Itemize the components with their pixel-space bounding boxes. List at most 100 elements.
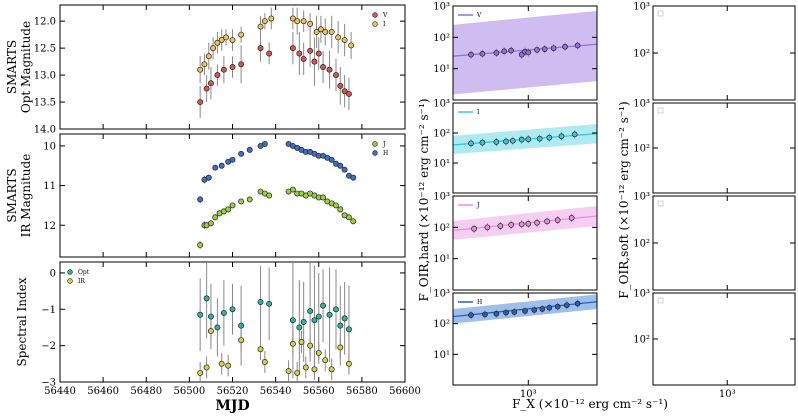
data-point-ir bbox=[197, 369, 204, 376]
data-point-opt bbox=[203, 295, 210, 302]
xtick-label: 56540 bbox=[260, 386, 292, 397]
xtick-label: 56440 bbox=[44, 386, 76, 397]
data-point-ir bbox=[311, 366, 318, 373]
ytick-label: 10² bbox=[633, 49, 650, 60]
panel-frame-hard-h bbox=[452, 292, 598, 386]
data-point-v bbox=[550, 45, 557, 52]
ytick-label: 10³ bbox=[633, 289, 650, 300]
data-point-j bbox=[554, 217, 561, 223]
panel-frame-soft-v bbox=[652, 5, 796, 101]
data-point-i bbox=[300, 18, 307, 25]
data-point-opt bbox=[326, 311, 333, 318]
data-point-i bbox=[348, 42, 355, 49]
xtick-label: 56500 bbox=[173, 386, 205, 397]
data-point-h bbox=[218, 162, 225, 169]
data-point-v bbox=[296, 50, 303, 57]
data-point-i bbox=[335, 34, 342, 41]
ylabel: SMARTS bbox=[5, 40, 19, 94]
legend-label: V bbox=[476, 12, 482, 19]
data-point-j bbox=[246, 196, 253, 203]
data-point-ir bbox=[261, 359, 268, 365]
xlabel-mjd: MJD bbox=[215, 398, 249, 414]
panel-frame-soft-i bbox=[652, 102, 796, 194]
data-point-h bbox=[350, 174, 357, 181]
legend-marker bbox=[372, 21, 378, 27]
xtick-label: 56600 bbox=[389, 386, 421, 397]
data-point-h bbox=[197, 196, 204, 203]
data-point-ir bbox=[337, 344, 344, 351]
data-point-v bbox=[525, 49, 532, 56]
ytick-label: 10³ bbox=[433, 289, 450, 300]
data-point-j bbox=[229, 202, 236, 209]
data-point-opt bbox=[345, 326, 352, 333]
data-point-v bbox=[220, 66, 227, 73]
data-point-v bbox=[257, 45, 264, 52]
data-point-i bbox=[197, 66, 204, 73]
data-point-ir bbox=[203, 364, 210, 371]
data-point-opt bbox=[337, 322, 344, 329]
data-point-j bbox=[197, 242, 204, 249]
data-point-h bbox=[205, 174, 212, 181]
data-point-h bbox=[238, 150, 245, 157]
data-point-j bbox=[508, 222, 514, 228]
ytick-label: 10² bbox=[633, 335, 650, 346]
ytick-label: 10¹ bbox=[433, 350, 450, 361]
data-point-i bbox=[201, 61, 208, 68]
data-point-v bbox=[493, 49, 500, 56]
data-point-h bbox=[539, 306, 546, 312]
data-point-v bbox=[541, 46, 548, 52]
data-point-h bbox=[328, 156, 335, 163]
data-point-ir bbox=[345, 360, 352, 367]
ytick-label: 10² bbox=[433, 319, 450, 330]
data-point-j bbox=[350, 218, 357, 225]
data-point-h bbox=[212, 164, 219, 171]
ylabel: SMARTS bbox=[5, 168, 19, 222]
ytick-label: 10² bbox=[433, 33, 450, 44]
xtick-label: 10³ bbox=[719, 389, 736, 400]
legend-label: I bbox=[383, 21, 386, 28]
data-point-v bbox=[203, 85, 210, 92]
data-point-j bbox=[471, 225, 477, 232]
data-point-i bbox=[525, 136, 532, 143]
ytick-label: −2 bbox=[41, 341, 56, 352]
data-point-i bbox=[509, 137, 516, 144]
panel-frame-soft-j bbox=[652, 195, 796, 291]
data-point-opt bbox=[300, 319, 307, 325]
ytick-label: 12 bbox=[43, 221, 56, 232]
data-point-ir bbox=[257, 346, 264, 353]
legend-label: J bbox=[382, 141, 386, 148]
data-point-i bbox=[313, 29, 320, 35]
data-point-h bbox=[503, 309, 509, 316]
panel-frame-hard-j bbox=[452, 195, 598, 291]
data-point-h bbox=[341, 166, 348, 173]
data-point-v bbox=[266, 50, 273, 57]
ytick-label: 10² bbox=[433, 129, 450, 140]
data-point-v bbox=[289, 45, 296, 52]
data-point-i bbox=[536, 135, 543, 142]
data-point-j bbox=[568, 215, 575, 221]
data-point-ir bbox=[289, 340, 296, 347]
empty-legend-box bbox=[657, 297, 664, 304]
data-point-i bbox=[289, 15, 296, 22]
legend-marker bbox=[372, 150, 378, 156]
ytick-label: 13.5 bbox=[34, 98, 56, 109]
legend-label: J bbox=[476, 202, 480, 209]
data-point-opt bbox=[289, 317, 296, 324]
data-point-v bbox=[508, 47, 514, 54]
data-point-ir bbox=[218, 360, 225, 367]
data-point-v bbox=[479, 50, 486, 57]
data-point-h bbox=[468, 312, 474, 318]
legend-label: I bbox=[477, 109, 480, 116]
data-point-ir bbox=[285, 368, 292, 375]
legend-label: Opt bbox=[78, 269, 90, 276]
data-point-v bbox=[197, 99, 204, 105]
data-point-v bbox=[501, 48, 508, 55]
data-point-h bbox=[246, 146, 253, 153]
data-point-h bbox=[563, 302, 570, 309]
panel-frame-hard-i bbox=[452, 102, 598, 194]
data-point-j bbox=[333, 202, 339, 209]
ylabel: IR Magnitude bbox=[19, 154, 33, 238]
data-point-h bbox=[522, 308, 528, 314]
data-point-opt bbox=[266, 300, 273, 307]
